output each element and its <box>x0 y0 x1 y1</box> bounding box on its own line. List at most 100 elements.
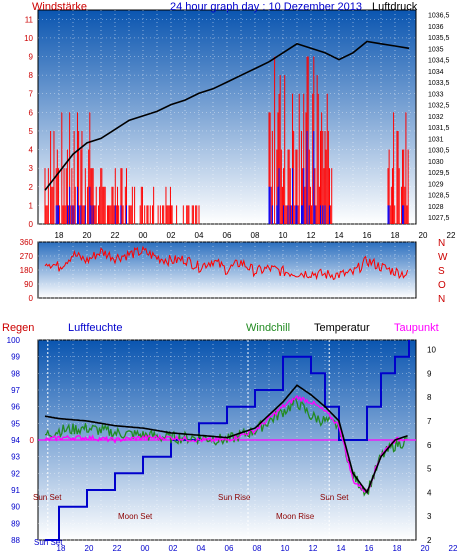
pressure-label: Luftdruck <box>372 1 418 13</box>
direction-tick-label: 180 <box>20 266 34 275</box>
wind-tick-label: 2 <box>29 183 34 192</box>
humidity-tick-label: 90 <box>11 503 20 512</box>
humidity-tick-label: 93 <box>11 453 20 462</box>
time-tick-label: 18 <box>55 231 64 240</box>
wind-tick-label: 8 <box>29 71 34 80</box>
time-tick-label: 22 <box>449 544 458 553</box>
humidity-tick-label: 95 <box>11 419 20 428</box>
wind-tick-label: 1 <box>29 201 34 210</box>
time-tick-label: 16 <box>363 231 372 240</box>
pressure-tick-label: 1035,5 <box>428 35 450 42</box>
humidity-tick-label: 88 <box>11 536 20 545</box>
pressure-tick-label: 1028 <box>428 204 444 211</box>
time-tick-label: 12 <box>309 544 318 553</box>
pressure-tick-label: 1030,5 <box>428 148 450 155</box>
moonset-label: Moon Set <box>118 512 153 521</box>
wind-tick-label: 3 <box>29 164 34 173</box>
temperature-tick-label: 6 <box>427 441 432 450</box>
compass-label: N <box>438 238 445 249</box>
humidity-tick-label: 98 <box>11 369 20 378</box>
time-tick-label: 20 <box>419 231 428 240</box>
time-tick-label: 04 <box>195 231 204 240</box>
wind-tick-label: 9 <box>29 53 34 62</box>
time-tick-label: 14 <box>335 231 344 240</box>
pressure-tick-label: 1034 <box>428 69 444 76</box>
pressure-tick-label: 1033,5 <box>428 80 450 87</box>
temperature-tick-label: 3 <box>427 512 432 521</box>
compass-label: O <box>438 280 446 291</box>
temperature-tick-label: 4 <box>427 488 432 497</box>
dewpoint-label: Taupunkt <box>394 322 439 334</box>
wind-tick-label: 6 <box>29 108 34 117</box>
pressure-tick-label: 1036 <box>428 24 444 31</box>
rain-tick-label: 0 <box>30 436 35 445</box>
pressure-tick-label: 1031,5 <box>428 125 450 132</box>
windchill-label: Windchill <box>246 322 290 334</box>
humidity-tick-label: 100 <box>7 336 21 345</box>
pressure-tick-label: 1032,5 <box>428 103 450 110</box>
humidity-tick-label: 92 <box>11 469 20 478</box>
rain-label: Regen <box>2 322 34 334</box>
temperature-tick-label: 5 <box>427 465 432 474</box>
bottom-sunset-label: Sun Set <box>34 538 63 547</box>
pressure-tick-label: 1029,5 <box>428 170 450 177</box>
wind-tick-label: 7 <box>29 90 34 99</box>
chart-title: 24 hour graph day : 10 Dezember 2013 <box>170 1 362 13</box>
wind-direction-line <box>44 245 409 281</box>
time-tick-label: 02 <box>167 231 176 240</box>
wind-tick-label: 4 <box>29 146 34 155</box>
time-tick-label: 16 <box>365 544 374 553</box>
wind-tick-label: 10 <box>24 34 33 43</box>
time-tick-label: 22 <box>111 231 120 240</box>
pressure-tick-label: 1029 <box>428 181 444 188</box>
time-tick-label: 20 <box>421 544 430 553</box>
temperature-tick-label: 7 <box>427 417 432 426</box>
humidity-tick-label: 97 <box>11 386 20 395</box>
temperature-tick-label: 8 <box>427 393 432 402</box>
pressure-tick-label: 1027,5 <box>428 215 450 222</box>
time-tick-label: 10 <box>281 544 290 553</box>
pressure-tick-label: 1033 <box>428 91 444 98</box>
time-tick-label: 18 <box>391 231 400 240</box>
time-tick-label: 08 <box>251 231 260 240</box>
humidity-line <box>45 340 410 541</box>
time-tick-label: 00 <box>141 544 150 553</box>
wind-tick-label: 0 <box>29 220 34 229</box>
time-tick-label: 22 <box>113 544 122 553</box>
pressure-tick-label: 1031 <box>428 136 444 143</box>
moonrise-label: Moon Rise <box>276 512 315 521</box>
compass-label: S <box>438 266 445 277</box>
sunset-label-2: Sun Set <box>320 493 349 502</box>
wind-tick-label: 11 <box>25 15 34 24</box>
pressure-tick-label: 1036,5 <box>428 13 450 20</box>
compass-label: N <box>438 294 445 305</box>
time-tick-label: 00 <box>139 231 148 240</box>
compass-label: W <box>438 252 448 263</box>
time-tick-label: 08 <box>253 544 262 553</box>
time-tick-label: 06 <box>223 231 232 240</box>
time-tick-label: 18 <box>393 544 402 553</box>
pressure-tick-label: 1028,5 <box>428 193 450 200</box>
humidity-tick-label: 89 <box>11 519 20 528</box>
pressure-tick-label: 1034,5 <box>428 58 450 65</box>
pressure-line <box>44 40 410 191</box>
humidity-tick-label: 91 <box>11 486 20 495</box>
direction-tick-label: 270 <box>20 252 34 261</box>
time-tick-label: 10 <box>279 231 288 240</box>
time-tick-label: 22 <box>447 231 456 240</box>
wind-speed-label: Windstärke <box>32 1 87 13</box>
time-tick-label: 20 <box>83 231 92 240</box>
humidity-tick-label: 94 <box>11 436 20 445</box>
time-tick-label: 12 <box>307 231 316 240</box>
temperature-tick-label: 10 <box>427 346 436 355</box>
time-tick-label: 20 <box>85 544 94 553</box>
pressure-tick-label: 1032 <box>428 114 444 121</box>
temperature-label: Temperatur <box>314 322 370 334</box>
humidity-tick-label: 96 <box>11 403 20 412</box>
wind-tick-label: 5 <box>29 127 34 136</box>
temperature-line <box>44 384 408 495</box>
temperature-tick-label: 2 <box>427 536 432 545</box>
time-tick-label: 04 <box>197 544 206 553</box>
time-tick-label: 06 <box>225 544 234 553</box>
